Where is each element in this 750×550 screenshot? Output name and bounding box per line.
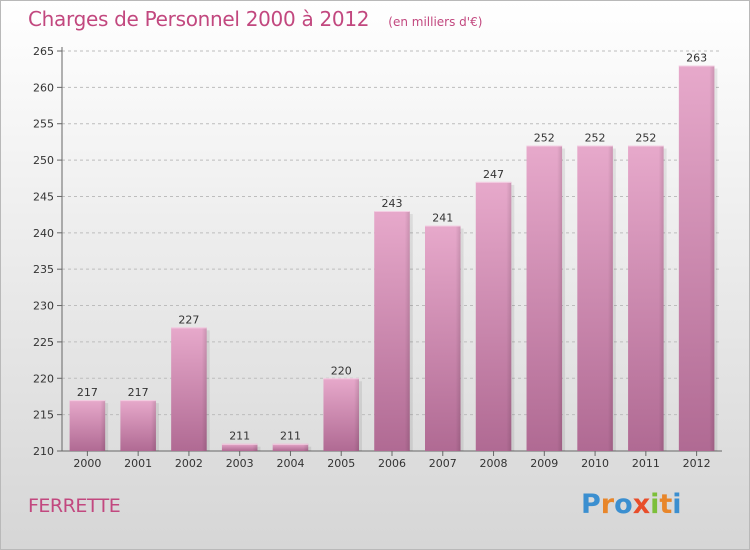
chart-title-group: Charges de Personnel 2000 à 2012 (en mil… bbox=[28, 7, 482, 31]
bar-edge bbox=[709, 65, 715, 451]
bar bbox=[425, 225, 461, 451]
x-tick-label: 2001 bbox=[124, 457, 152, 470]
y-tick-label: 260 bbox=[33, 81, 54, 94]
x-tick-label: 2008 bbox=[480, 457, 508, 470]
y-tick-label: 245 bbox=[33, 190, 54, 203]
y-tick-label: 250 bbox=[33, 154, 54, 167]
x-tick-label: 2007 bbox=[429, 457, 457, 470]
commune-name: FERRETTE bbox=[28, 495, 121, 517]
bar bbox=[374, 211, 410, 451]
bar bbox=[526, 145, 563, 451]
x-tick-label: 2012 bbox=[683, 457, 711, 470]
bar-edge bbox=[100, 400, 106, 451]
bar-edge bbox=[303, 443, 309, 451]
bar bbox=[221, 443, 258, 451]
logo-letter: o bbox=[614, 489, 633, 520]
value-label: 220 bbox=[331, 364, 352, 377]
value-label: 247 bbox=[483, 168, 504, 181]
y-tick-label: 255 bbox=[33, 118, 54, 131]
value-label: 217 bbox=[77, 386, 98, 399]
logo-letter: P bbox=[581, 489, 601, 520]
y-tick-label: 215 bbox=[33, 409, 54, 422]
y-tick-label: 220 bbox=[33, 372, 54, 385]
x-tick-label: 2004 bbox=[276, 457, 304, 470]
logo-letter: i bbox=[672, 489, 682, 520]
bar bbox=[120, 400, 156, 451]
value-label: 227 bbox=[178, 313, 199, 326]
value-label: 241 bbox=[432, 212, 453, 225]
value-label: 252 bbox=[635, 132, 656, 145]
y-tick-label: 230 bbox=[33, 300, 54, 313]
bars bbox=[69, 65, 718, 451]
value-label: 263 bbox=[686, 52, 707, 65]
x-tick-label: 2005 bbox=[327, 457, 355, 470]
logo-letter: x bbox=[632, 489, 651, 520]
bar bbox=[323, 378, 359, 451]
value-label: 211 bbox=[229, 430, 250, 443]
bar bbox=[69, 400, 106, 451]
y-tick-label: 210 bbox=[33, 445, 54, 458]
y-tick-label: 235 bbox=[33, 263, 54, 276]
chart-subtitle: (en milliers d'€) bbox=[388, 15, 483, 29]
value-label: 217 bbox=[128, 386, 149, 399]
logo-letter: r bbox=[600, 489, 615, 520]
chart-title: Charges de Personnel 2000 à 2012 bbox=[28, 7, 370, 31]
value-label: 211 bbox=[280, 430, 301, 443]
y-tick-label: 240 bbox=[33, 227, 54, 240]
value-label: 252 bbox=[585, 132, 606, 145]
proxiti-logo: Proxiti bbox=[581, 489, 682, 520]
bar-edge bbox=[354, 378, 359, 451]
x-tick-label: 2009 bbox=[530, 457, 558, 470]
bar-edge bbox=[150, 400, 156, 451]
bar-edge bbox=[607, 145, 613, 451]
labels: 210 215 220 225 230 235 240 245 250 255 260 265 217 2… bbox=[33, 45, 711, 470]
bar bbox=[171, 327, 207, 451]
logo-letter: i bbox=[650, 489, 660, 520]
bar bbox=[577, 145, 613, 451]
value-label: 252 bbox=[534, 132, 555, 145]
bar-edge bbox=[404, 211, 410, 451]
bar-edge bbox=[506, 181, 512, 451]
x-tick-label: 2000 bbox=[73, 457, 101, 470]
y-tick-label: 225 bbox=[33, 336, 54, 349]
x-tick-label: 2002 bbox=[175, 457, 203, 470]
y-tick-label: 265 bbox=[33, 45, 54, 58]
bar bbox=[678, 65, 715, 451]
bar-edge bbox=[252, 443, 258, 451]
bar-edge bbox=[557, 145, 563, 451]
logo-letter: t bbox=[659, 489, 673, 520]
x-tick-label: 2006 bbox=[378, 457, 406, 470]
x-tick-label: 2010 bbox=[581, 457, 609, 470]
bar bbox=[272, 443, 309, 451]
bar bbox=[475, 181, 512, 451]
bar bbox=[628, 145, 664, 451]
bar-edge bbox=[658, 145, 664, 451]
x-tick-label: 2011 bbox=[632, 457, 660, 470]
bar-edge bbox=[455, 225, 461, 451]
value-label: 243 bbox=[382, 197, 403, 210]
x-tick-label: 2003 bbox=[226, 457, 254, 470]
bar-edge bbox=[201, 327, 207, 451]
